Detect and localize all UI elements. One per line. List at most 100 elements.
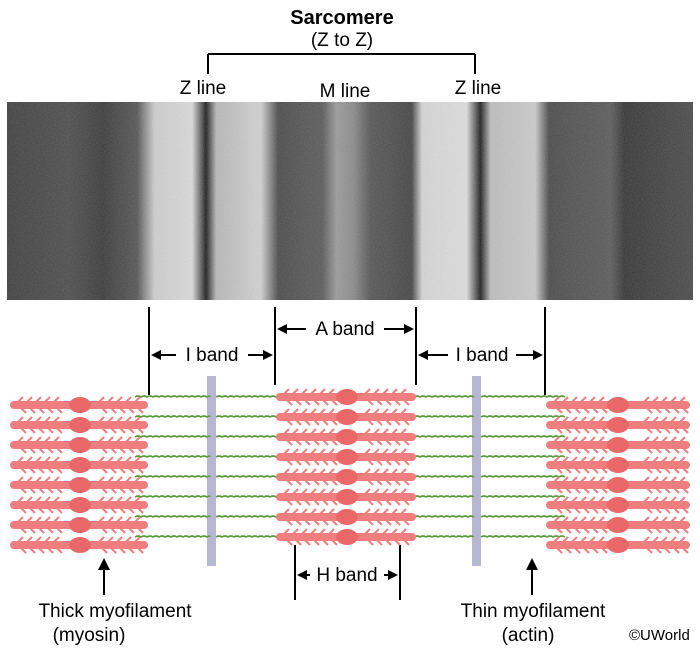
myosin-head: [128, 467, 135, 474]
myosin-head: [128, 447, 135, 454]
myosin-head: [367, 499, 374, 506]
myosin-head: [400, 528, 407, 535]
myosin-head: [116, 516, 123, 523]
myosin-head: [391, 488, 398, 495]
myosin-head: [286, 479, 293, 486]
myosin-head: [580, 536, 587, 543]
myosin-head: [53, 496, 60, 503]
myosin-head: [574, 447, 581, 454]
myosin-head: [574, 547, 581, 554]
myosin-head: [328, 488, 335, 495]
myosin-head: [364, 508, 371, 515]
myosin-head: [571, 456, 578, 463]
myosin-head: [400, 448, 407, 455]
myosin-head: [119, 507, 126, 514]
myosin-head: [295, 419, 302, 426]
sarcomere-bracket: [207, 53, 476, 74]
myosin-head: [574, 487, 581, 494]
myosin-head: [592, 467, 599, 474]
myosin-head: [589, 416, 596, 423]
myosin-head: [56, 527, 63, 534]
actin-filament: [134, 435, 211, 438]
myosin-head: [382, 408, 389, 415]
myosin-head: [643, 416, 650, 423]
myosin-head: [44, 456, 51, 463]
myosin-head: [376, 519, 383, 526]
myosin-head: [673, 427, 680, 434]
myosin-head: [20, 467, 27, 474]
myosin-head: [664, 407, 671, 414]
myosin-head: [301, 488, 308, 495]
myosin-head: [661, 536, 668, 543]
myosin-head: [400, 468, 407, 475]
myosin-head: [107, 516, 114, 523]
myosin-head: [394, 399, 401, 406]
myosin-head: [125, 516, 132, 523]
myosin-head: [583, 407, 590, 414]
m-line-bulge: [607, 457, 629, 473]
myosin-head: [26, 456, 33, 463]
myosin-head: [101, 527, 108, 534]
myosin-head: [679, 516, 686, 523]
myosin-head: [376, 419, 383, 426]
myosin-head: [682, 547, 689, 554]
myosin-head: [331, 539, 338, 546]
m-line-bulge: [69, 497, 91, 513]
myosin-head: [101, 427, 108, 434]
actin-filament: [480, 495, 566, 498]
myosin-head: [26, 516, 33, 523]
myosin-head: [589, 536, 596, 543]
myosin-head: [56, 467, 63, 474]
myosin-head: [556, 487, 563, 494]
myosin-head: [652, 516, 659, 523]
myosin-head: [26, 436, 33, 443]
myosin-head: [110, 427, 117, 434]
myosin-head: [44, 436, 51, 443]
myosin-head: [643, 496, 650, 503]
myosin-head: [652, 416, 659, 423]
myosin-head: [134, 396, 141, 403]
z-disc-left: [207, 376, 216, 566]
m-line-bulge: [607, 417, 629, 433]
actin-filament: [480, 475, 566, 478]
myosin-head: [592, 407, 599, 414]
myosin-head: [682, 447, 689, 454]
myosin-head: [292, 488, 299, 495]
myosin-head: [38, 487, 45, 494]
myosin-head: [583, 527, 590, 534]
myosin-head: [313, 399, 320, 406]
myosin-head: [137, 527, 144, 534]
myosin-head: [98, 456, 105, 463]
myosin-head: [403, 479, 410, 486]
myosin-head: [571, 416, 578, 423]
myosin-head: [116, 476, 123, 483]
myosin-head: [310, 508, 317, 515]
myosin-head: [367, 419, 374, 426]
myosin-head: [56, 407, 63, 414]
myosin-head: [655, 487, 662, 494]
myosin-head: [565, 487, 572, 494]
myosin-head: [38, 427, 45, 434]
m-line-bulge: [69, 537, 91, 553]
myosin-head: [382, 528, 389, 535]
myosin-head: [403, 539, 410, 546]
myosin-head: [682, 467, 689, 474]
myosin-head: [682, 427, 689, 434]
myosin-head: [385, 419, 392, 426]
myosin-head: [134, 476, 141, 483]
myosin-head: [565, 447, 572, 454]
myosin-head: [286, 459, 293, 466]
myosin-head: [652, 536, 659, 543]
thick-myofilament-label: Thick myofilament: [38, 601, 192, 622]
myosin-head: [385, 519, 392, 526]
myosin-head: [655, 427, 662, 434]
myosin-head: [394, 459, 401, 466]
myosin-head: [119, 487, 126, 494]
myosin-head: [673, 547, 680, 554]
myosin-head: [56, 447, 63, 454]
myosin-head: [556, 547, 563, 554]
myosin-head: [391, 428, 398, 435]
myosin-head: [376, 539, 383, 546]
myosin-head: [643, 436, 650, 443]
myosin-head: [400, 408, 407, 415]
